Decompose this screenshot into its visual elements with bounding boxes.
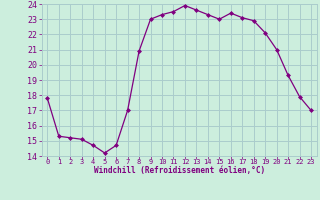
X-axis label: Windchill (Refroidissement éolien,°C): Windchill (Refroidissement éolien,°C) — [94, 166, 265, 175]
